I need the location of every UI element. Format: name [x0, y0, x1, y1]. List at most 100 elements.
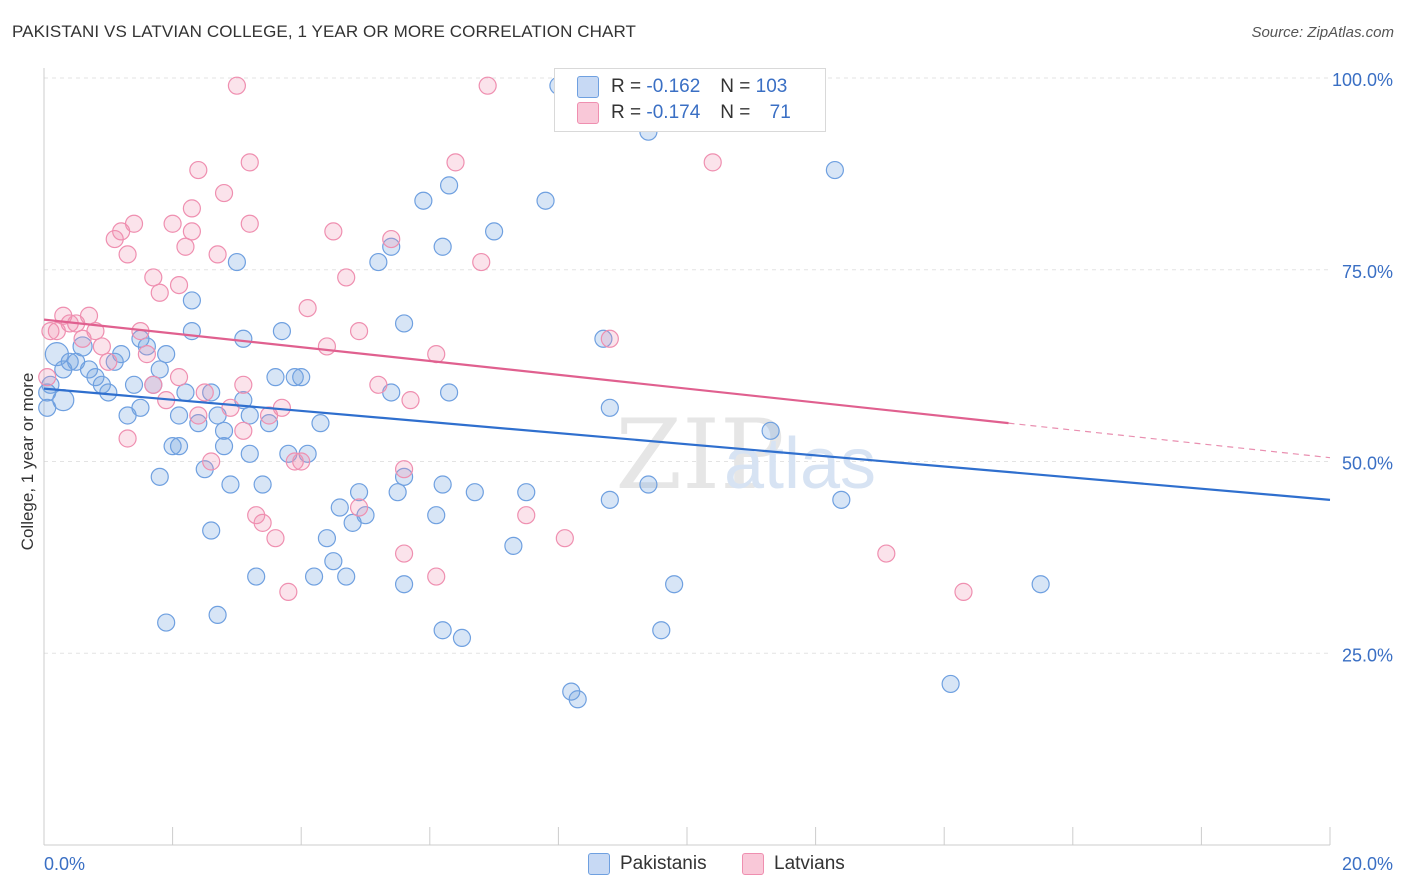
- data-point-pakistanis: [247, 567, 266, 586]
- data-point-pakistanis: [594, 329, 613, 348]
- trend-extension-latvians: [1008, 422, 1331, 459]
- data-point-pakistanis: [214, 421, 234, 440]
- data-point-pakistanis: [38, 398, 57, 417]
- data-point-pakistanis: [157, 613, 176, 632]
- data-point-pakistanis: [221, 475, 240, 494]
- data-point-pakistanis: [761, 421, 780, 440]
- data-point-latvians: [124, 214, 144, 233]
- data-point-pakistanis: [452, 628, 472, 648]
- source-label: Source: ZipAtlas.com: [1251, 24, 1394, 41]
- data-point-latvians: [118, 245, 137, 264]
- series-legend-pakistanis: Pakistanis: [588, 852, 707, 876]
- data-point-pakistanis: [60, 352, 79, 371]
- data-point-latvians: [703, 153, 722, 172]
- series-legend-latvians: Latvians: [742, 852, 845, 876]
- data-point-latvians: [446, 153, 465, 172]
- data-point-pakistanis: [433, 237, 452, 256]
- data-point-latvians: [877, 544, 896, 563]
- data-point-latvians: [517, 506, 536, 525]
- data-point-pakistanis: [240, 444, 259, 463]
- data-point-pakistanis: [941, 674, 960, 694]
- data-point-latvians: [478, 76, 497, 95]
- data-point-latvians: [214, 183, 234, 203]
- data-point-latvians: [92, 337, 111, 356]
- data-point-pakistanis: [311, 414, 330, 433]
- data-point-pakistanis: [124, 375, 144, 394]
- data-point-pakistanis: [825, 160, 844, 180]
- data-point-latvians: [266, 529, 285, 548]
- y-tick-label: 75.0%: [1342, 262, 1393, 282]
- legend-n-label: N =: [720, 76, 751, 97]
- data-point-pakistanis: [369, 252, 388, 272]
- data-point-latvians: [401, 391, 420, 410]
- data-point-pakistanis: [292, 368, 311, 387]
- data-point-latvians: [349, 498, 369, 517]
- data-point-latvians: [202, 452, 221, 471]
- data-point-pakistanis: [439, 383, 459, 402]
- data-point-pakistanis: [169, 406, 189, 425]
- data-point-pakistanis: [150, 467, 169, 486]
- data-point-latvians: [189, 160, 208, 180]
- y-axis-label: College, 1 year or more: [18, 373, 37, 551]
- data-point-latvians: [221, 398, 240, 417]
- data-point-latvians: [182, 199, 201, 218]
- data-point-latvians: [150, 283, 169, 302]
- legend-r-value-latvians: -0.174: [646, 102, 701, 123]
- data-point-latvians: [472, 252, 491, 272]
- data-point-pakistanis: [163, 437, 182, 456]
- data-point-pakistanis: [414, 191, 433, 210]
- data-point-latvians: [234, 375, 253, 394]
- data-point-latvians: [337, 268, 356, 287]
- trend-layer: [43, 318, 1331, 501]
- x-tick-label: 20.0%: [1342, 854, 1393, 874]
- data-point-pakistanis: [439, 176, 459, 195]
- data-point-latvians: [144, 268, 163, 287]
- trend-line-latvians: [43, 318, 1009, 425]
- data-point-pakistanis: [568, 690, 587, 709]
- x-tick-label: 0.0%: [44, 854, 85, 874]
- data-point-latvians: [79, 306, 99, 325]
- data-point-pakistanis: [600, 490, 619, 509]
- data-point-latvians: [240, 214, 259, 233]
- legend-swatch-latvians: [577, 102, 599, 124]
- data-point-pakistanis: [394, 467, 414, 486]
- data-point-pakistanis: [536, 191, 555, 210]
- data-point-pakistanis: [234, 329, 253, 348]
- series-label-latvians: Latvians: [774, 853, 845, 874]
- data-point-pakistanis: [337, 567, 356, 586]
- data-point-latvians: [240, 153, 259, 172]
- data-point-latvians: [144, 375, 163, 394]
- axis-layer: [43, 68, 1331, 846]
- data-point-pakistanis: [349, 483, 369, 502]
- data-point-pakistanis: [214, 437, 234, 456]
- legend-swatch-pakistanis: [577, 76, 599, 98]
- stats-legend: R = -0.162 N = 103 R = -0.174 N = 71: [554, 68, 826, 132]
- data-point-latvians: [38, 368, 57, 387]
- data-point-pakistanis: [652, 621, 671, 640]
- data-point-latvians: [369, 375, 388, 394]
- data-point-pakistanis: [433, 621, 452, 640]
- data-point-pakistanis: [150, 360, 169, 379]
- data-point-pakistanis: [44, 342, 69, 367]
- data-point-pakistanis: [485, 222, 504, 241]
- data-point-latvians: [382, 229, 401, 249]
- data-point-pakistanis: [517, 483, 536, 502]
- data-point-pakistanis: [182, 291, 201, 310]
- data-point-latvians: [227, 76, 246, 95]
- watermark-atlas: atlas: [724, 424, 876, 504]
- legend-n-value-latvians: 71: [769, 102, 791, 123]
- data-point-pakistanis: [189, 414, 208, 433]
- data-point-pakistanis: [285, 368, 304, 387]
- data-point-pakistanis: [202, 521, 221, 540]
- legend-r-label: R =: [611, 102, 642, 123]
- data-point-latvians: [349, 322, 369, 341]
- data-point-pakistanis: [202, 383, 221, 402]
- data-point-pakistanis: [72, 336, 93, 357]
- data-point-latvians: [394, 544, 414, 563]
- data-point-latvians: [253, 513, 272, 532]
- data-point-pakistanis: [600, 398, 619, 417]
- legend-r-label: R =: [611, 76, 642, 97]
- data-point-latvians: [208, 245, 227, 264]
- data-point-latvians: [324, 222, 343, 241]
